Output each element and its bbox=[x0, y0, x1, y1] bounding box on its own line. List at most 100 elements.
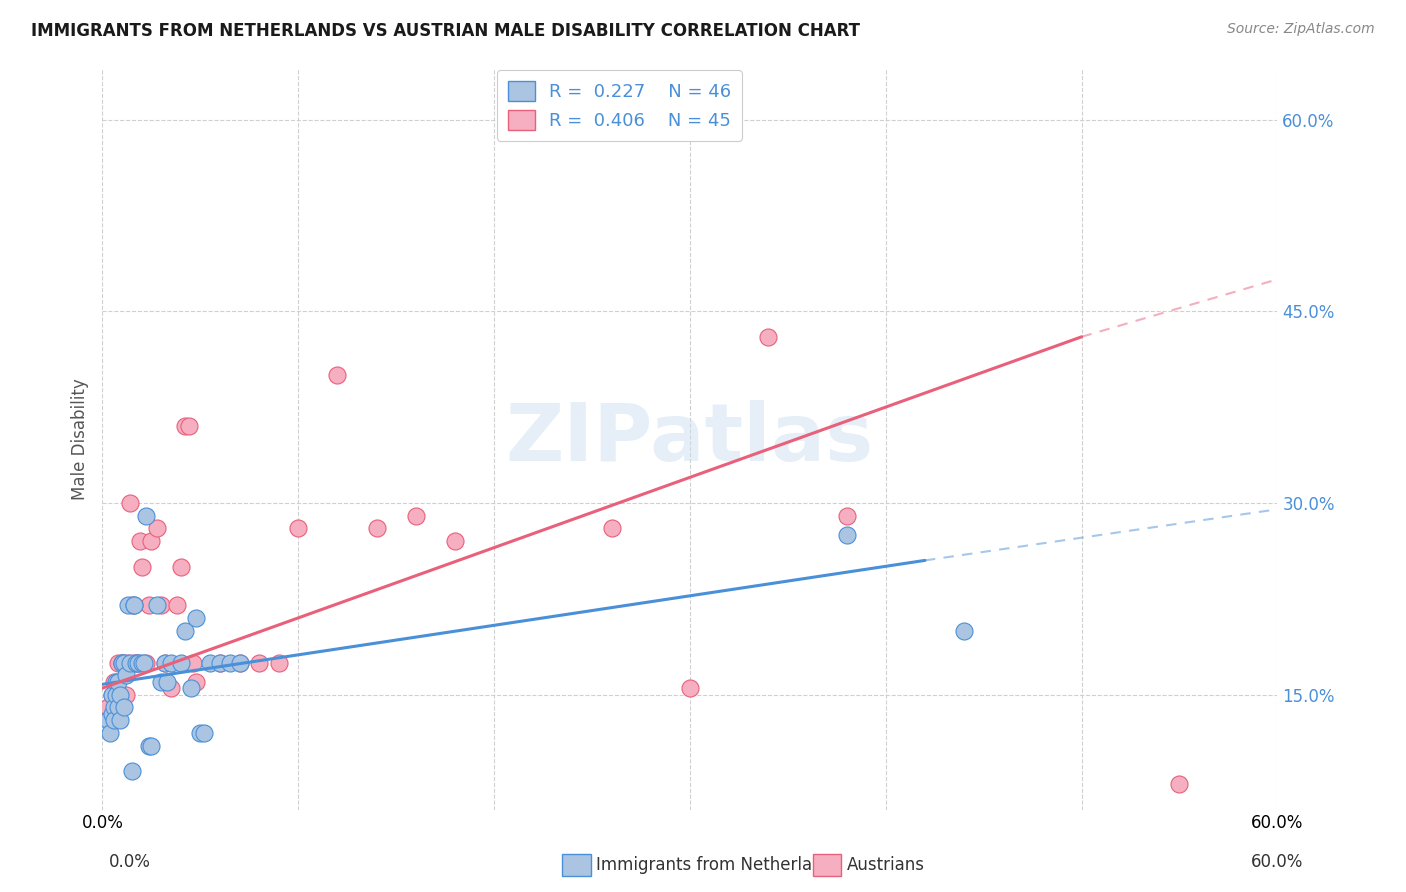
Point bbox=[122, 656, 145, 670]
Point bbox=[186, 611, 208, 625]
Point bbox=[405, 508, 427, 523]
Point bbox=[188, 726, 211, 740]
Point bbox=[193, 726, 215, 740]
Point bbox=[101, 688, 124, 702]
Point bbox=[138, 598, 160, 612]
Point bbox=[101, 706, 124, 721]
Point bbox=[118, 496, 141, 510]
Point bbox=[150, 674, 173, 689]
Point bbox=[180, 681, 202, 695]
Point bbox=[146, 521, 169, 535]
Point bbox=[103, 700, 125, 714]
Point bbox=[160, 681, 183, 695]
Point bbox=[112, 656, 135, 670]
Point bbox=[131, 656, 153, 670]
Point bbox=[132, 656, 155, 670]
Point bbox=[105, 700, 128, 714]
Point bbox=[679, 681, 702, 695]
Point bbox=[326, 368, 349, 383]
Point bbox=[111, 656, 134, 670]
Point bbox=[103, 713, 125, 727]
Point bbox=[125, 656, 148, 670]
Text: ZIPatlas: ZIPatlas bbox=[506, 400, 875, 478]
Point bbox=[166, 598, 188, 612]
Point bbox=[105, 674, 128, 689]
Point bbox=[111, 656, 134, 670]
Point bbox=[117, 656, 139, 670]
Point bbox=[103, 674, 125, 689]
Point bbox=[127, 656, 149, 670]
Text: 0.0%: 0.0% bbox=[108, 853, 150, 871]
Point bbox=[131, 559, 153, 574]
Point bbox=[170, 656, 193, 670]
Point bbox=[108, 700, 131, 714]
Text: Austrians: Austrians bbox=[846, 856, 924, 874]
Point bbox=[97, 700, 120, 714]
Point bbox=[1168, 777, 1191, 791]
Point bbox=[128, 534, 150, 549]
Point bbox=[186, 674, 208, 689]
Point bbox=[127, 656, 149, 670]
Point bbox=[122, 598, 145, 612]
Point bbox=[835, 508, 858, 523]
Point bbox=[170, 559, 193, 574]
Point bbox=[122, 598, 145, 612]
Point bbox=[98, 726, 121, 740]
Point bbox=[173, 624, 195, 638]
Text: 60.0%: 60.0% bbox=[1250, 853, 1303, 871]
Point bbox=[121, 764, 143, 779]
Point bbox=[600, 521, 623, 535]
Point bbox=[101, 688, 124, 702]
Point bbox=[173, 419, 195, 434]
Point bbox=[108, 688, 131, 702]
Point bbox=[118, 656, 141, 670]
Point bbox=[108, 713, 131, 727]
Point bbox=[444, 534, 467, 549]
Point bbox=[835, 528, 858, 542]
Point bbox=[228, 656, 250, 670]
Point bbox=[228, 656, 250, 670]
Point bbox=[953, 624, 976, 638]
Point bbox=[115, 668, 138, 682]
Point bbox=[107, 656, 129, 670]
Point bbox=[181, 656, 204, 670]
Point bbox=[218, 656, 240, 670]
Point bbox=[97, 713, 120, 727]
Point bbox=[153, 656, 176, 670]
Text: Immigrants from Netherlands: Immigrants from Netherlands bbox=[596, 856, 842, 874]
Point bbox=[198, 656, 221, 670]
Point bbox=[267, 656, 290, 670]
Point bbox=[138, 739, 160, 753]
Point bbox=[756, 330, 779, 344]
Point bbox=[111, 656, 134, 670]
Point bbox=[247, 656, 270, 670]
Point bbox=[115, 688, 138, 702]
Point bbox=[141, 534, 163, 549]
Point bbox=[125, 656, 148, 670]
Text: Source: ZipAtlas.com: Source: ZipAtlas.com bbox=[1227, 22, 1375, 37]
Point bbox=[121, 598, 143, 612]
Point bbox=[160, 656, 183, 670]
Point bbox=[112, 656, 135, 670]
Text: IMMIGRANTS FROM NETHERLANDS VS AUSTRIAN MALE DISABILITY CORRELATION CHART: IMMIGRANTS FROM NETHERLANDS VS AUSTRIAN … bbox=[31, 22, 860, 40]
Point bbox=[112, 700, 135, 714]
Point bbox=[156, 674, 179, 689]
Point bbox=[366, 521, 388, 535]
Point bbox=[141, 739, 163, 753]
Legend: R =  0.227    N = 46, R =  0.406    N = 45: R = 0.227 N = 46, R = 0.406 N = 45 bbox=[496, 70, 742, 141]
Point bbox=[208, 656, 231, 670]
Point bbox=[98, 713, 121, 727]
Point bbox=[177, 419, 200, 434]
Point bbox=[107, 674, 129, 689]
Point bbox=[150, 598, 173, 612]
Point bbox=[146, 598, 169, 612]
Y-axis label: Male Disability: Male Disability bbox=[72, 378, 89, 500]
Point bbox=[153, 656, 176, 670]
Point bbox=[117, 598, 139, 612]
Point bbox=[107, 700, 129, 714]
Point bbox=[208, 656, 231, 670]
Point bbox=[105, 688, 128, 702]
Point bbox=[134, 656, 156, 670]
Point bbox=[134, 508, 156, 523]
Point bbox=[287, 521, 309, 535]
